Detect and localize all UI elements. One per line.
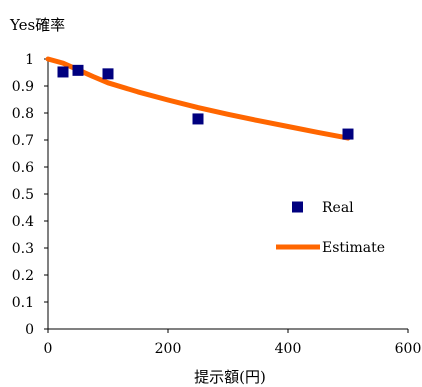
y-tick-label: 0.3	[12, 241, 34, 257]
legend-marker-real	[292, 201, 303, 213]
data-point-real	[102, 68, 114, 80]
data-point-real	[72, 64, 84, 76]
y-tick-label: 0.5	[12, 187, 34, 203]
data-point-real	[192, 113, 204, 125]
y-tick-label: 0.1	[12, 295, 34, 311]
y-tick-label: 0	[25, 322, 34, 338]
data-point-real	[57, 66, 69, 78]
y-tick-label: 0.8	[12, 106, 34, 122]
x-tick-label: 400	[275, 341, 302, 357]
y-tick-label: 0.7	[12, 133, 34, 149]
y-tick-label: 0.4	[12, 214, 34, 230]
x-axis-label: 提示額(円)	[194, 368, 266, 386]
legend-label-real: Real	[322, 200, 354, 216]
y-tick-label: 1	[25, 52, 34, 68]
x-tick-label: 200	[155, 341, 182, 357]
y-axis-label: Yes確率	[10, 16, 66, 34]
y-tick-label: 0.6	[12, 160, 34, 176]
data-point-real	[342, 128, 354, 140]
x-tick-label: 600	[395, 341, 422, 357]
series-line-estimate	[45, 56, 351, 141]
legend-label-estimate: Estimate	[322, 240, 385, 256]
y-tick-label: 0.9	[12, 79, 34, 95]
x-tick-label: 0	[44, 341, 53, 357]
y-tick-label: 0.2	[12, 268, 34, 284]
